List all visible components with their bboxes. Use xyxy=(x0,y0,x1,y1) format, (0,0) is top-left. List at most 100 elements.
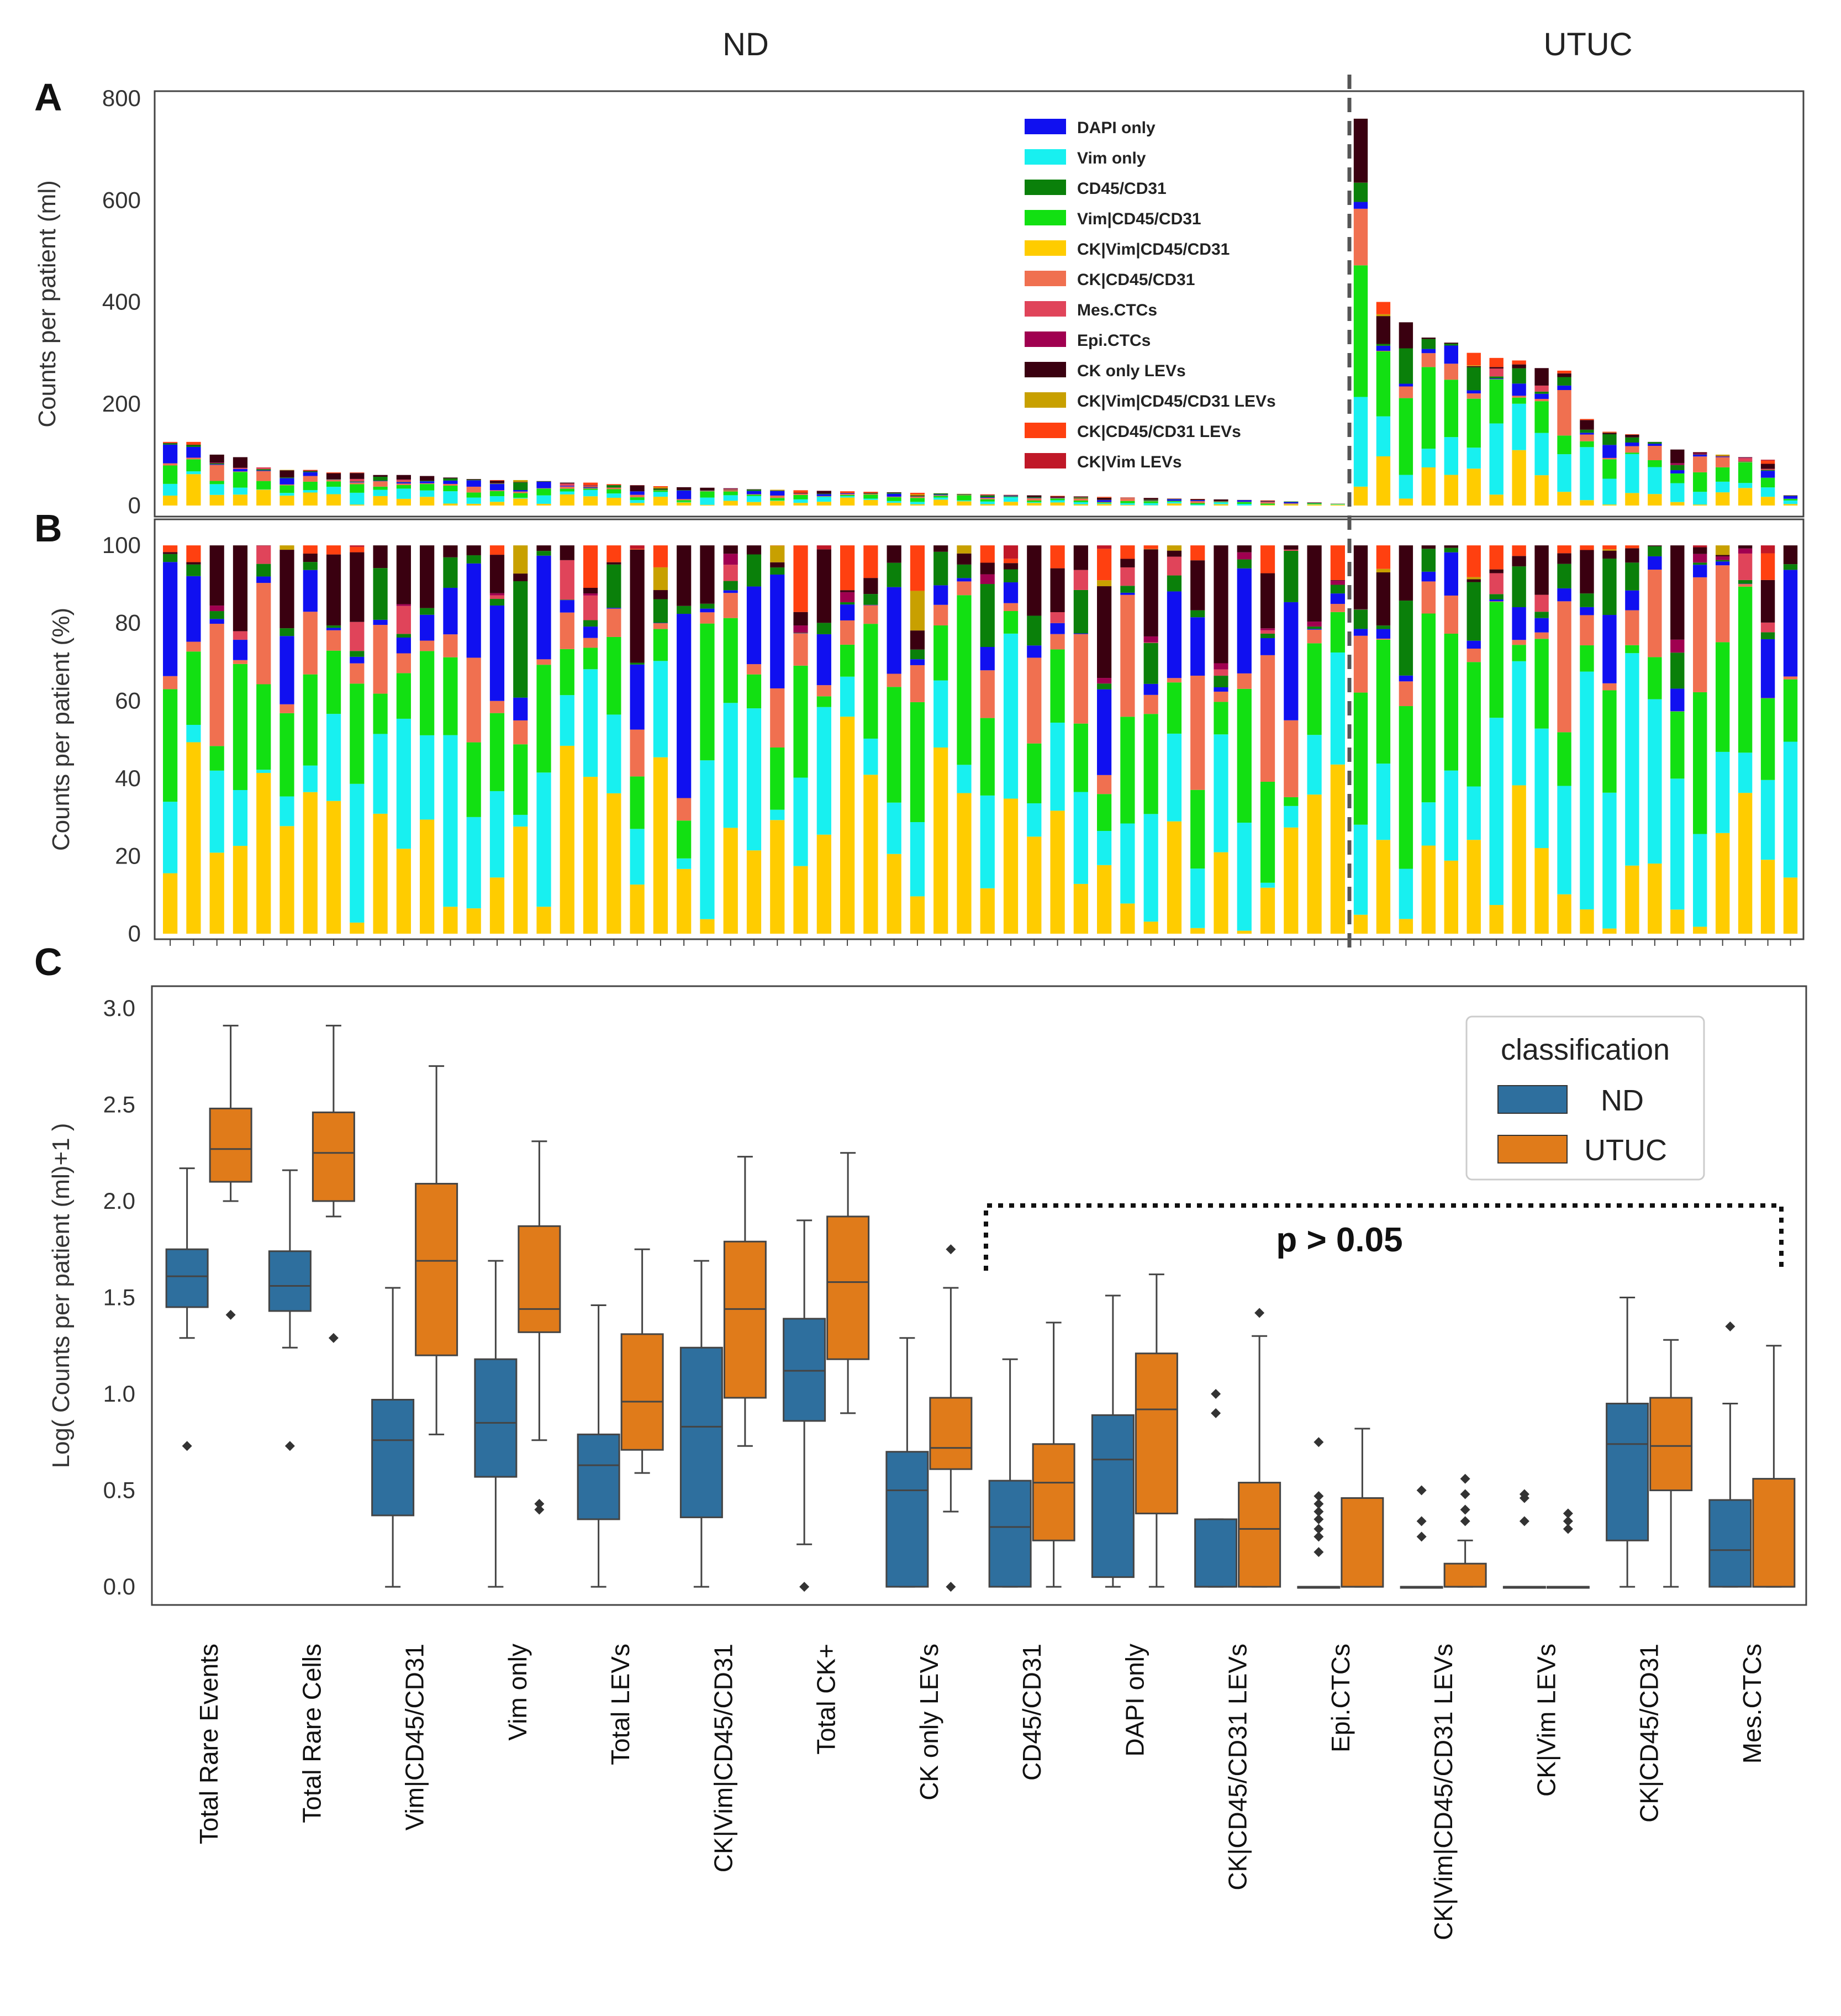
box-outlier xyxy=(1314,1437,1324,1447)
panel-b-bar-segment xyxy=(793,625,808,633)
panel-a-bar-segment xyxy=(279,485,294,493)
panel-b-bar-segment xyxy=(513,744,528,815)
panel-a-bar-segment xyxy=(1648,446,1662,460)
panel-b-bar-segment xyxy=(863,738,878,775)
panel-a-bar-segment xyxy=(1648,467,1662,494)
panel-a-bar-segment xyxy=(489,484,505,491)
panel-a-bar-segment xyxy=(1760,497,1775,506)
panel-b-bar-segment xyxy=(1027,743,1042,803)
panel-b-bar-segment xyxy=(489,555,505,593)
box-outlier xyxy=(1314,1547,1324,1557)
panel-a-bar-segment xyxy=(583,485,598,487)
panel-b-bar-segment xyxy=(1167,575,1182,592)
panel-b-bar-segment xyxy=(723,565,738,581)
panel-b-bar-segment xyxy=(1330,580,1345,585)
panel-b-bar-segment xyxy=(373,619,388,625)
panel-b-bar-segment xyxy=(723,828,738,934)
panel-b-bar-segment xyxy=(1167,556,1182,576)
panel-b-bar-segment xyxy=(1073,883,1088,934)
panel-b-bar-segment xyxy=(1670,652,1685,689)
panel-b-bar xyxy=(793,545,808,934)
panel-c-xlabel: Vim|CD45/CD31 xyxy=(400,1644,429,1830)
panel-b-bar-segment xyxy=(1602,928,1617,934)
panel-a-bar-segment xyxy=(489,491,505,497)
panel-a-bar-segment xyxy=(350,492,365,505)
box-outlier xyxy=(1416,1516,1427,1527)
panel-a-bar-segment xyxy=(1489,379,1504,424)
panel-b-bar-segment xyxy=(980,545,995,563)
panel-a-bar-segment xyxy=(933,494,948,496)
panel-b-bar-segment xyxy=(1625,562,1639,591)
panel-a-bar-segment xyxy=(746,489,762,490)
panel-b-bar-segment xyxy=(816,623,831,634)
panel-a-bar-segment xyxy=(1097,503,1112,504)
panel-a-bar-segment xyxy=(1353,202,1368,209)
panel-b-bar-segment xyxy=(816,834,831,934)
panel-b-bar-segment xyxy=(560,649,574,696)
panel-b-bar-segment xyxy=(677,858,692,869)
panel-b-bar-segment xyxy=(303,562,318,570)
panel-a-bar-segment xyxy=(326,481,341,487)
panel-b-bar xyxy=(1715,545,1730,934)
panel-a-bars xyxy=(163,118,1798,506)
panel-a-bar-segment xyxy=(583,489,598,497)
panel-a-bar-segment xyxy=(1670,449,1685,464)
panel-a-bar-segment xyxy=(279,493,294,496)
panel-b-bar-segment xyxy=(1120,559,1135,567)
panel-b-bar xyxy=(1467,545,1481,934)
panel-b-bar-segment xyxy=(1260,638,1275,655)
panel-b-bar-segment xyxy=(233,631,248,640)
panel-b-bar-segment xyxy=(1214,545,1228,664)
panel-a-bar-segment xyxy=(606,485,621,488)
panel-b-bar-segment xyxy=(1489,599,1504,602)
panel-a-bar xyxy=(279,470,294,506)
panel-b-bar-segment xyxy=(1167,545,1182,551)
panel-a-bar-segment xyxy=(1353,182,1368,202)
panel-b-bar xyxy=(1648,545,1662,934)
panel-a-bar xyxy=(1602,431,1617,506)
panel-b-bar-segment xyxy=(957,581,972,596)
panel-b-bar-segment xyxy=(560,545,574,560)
box-outlier xyxy=(1314,1498,1324,1509)
panel-a-bar xyxy=(957,493,972,506)
panel-b-bar-segment xyxy=(910,822,925,897)
panel-b-bar-segment xyxy=(630,545,645,549)
panel-b-bar xyxy=(1534,545,1549,934)
panel-b-bar-segment xyxy=(1444,595,1458,634)
panel-b-bar-segment xyxy=(209,746,224,771)
box-nd xyxy=(1502,1489,1546,1589)
panel-c-xlabel: Total Rare Cells xyxy=(297,1644,326,1823)
panel-a-bar-segment xyxy=(466,479,481,480)
panel-b-bar-segment xyxy=(350,683,365,784)
panel-a-bar-segment xyxy=(677,502,692,506)
panel-b-bar-segment xyxy=(1602,549,1617,551)
panel-a-bar-segment xyxy=(887,501,901,503)
panel-b-bar-segment xyxy=(723,545,738,554)
panel-b-bar-segment xyxy=(420,545,435,608)
panel-b-bar-segment xyxy=(396,673,411,719)
panel-a-bar-segment xyxy=(770,501,785,506)
panel-b-bar-segment xyxy=(583,648,598,670)
panel-b-bar-segment xyxy=(1421,581,1436,614)
panel-a-bar-segment xyxy=(1489,376,1504,379)
panel-a-bar-segment xyxy=(256,489,271,490)
panel-b-bar-segment xyxy=(1027,657,1042,744)
panel-b-bar-segment xyxy=(746,664,762,675)
panel-b-bar-segment xyxy=(1330,580,1345,581)
panel-a-bar xyxy=(1693,452,1707,506)
panel-b-bar-segment xyxy=(1190,868,1205,928)
box-utuc xyxy=(312,1024,355,1343)
panel-b-bar-segment xyxy=(910,896,925,934)
panel-a-bar-segment xyxy=(1670,483,1685,502)
box-outlier xyxy=(1460,1473,1470,1484)
panel-a-bar-segment xyxy=(583,482,598,486)
panel-a-bar-segment xyxy=(1693,492,1707,505)
panel-a-bar xyxy=(303,470,318,506)
panel-b-bar-segment xyxy=(1167,591,1182,678)
panel-c-xlabel: Vim only xyxy=(503,1644,532,1741)
panel-b-bar-segment xyxy=(489,713,505,791)
box-utuc xyxy=(620,1248,664,1474)
box-utuc xyxy=(518,1140,561,1515)
panel-a-bar-segment xyxy=(1399,475,1413,499)
panel-a-bar-segment xyxy=(1421,467,1436,506)
